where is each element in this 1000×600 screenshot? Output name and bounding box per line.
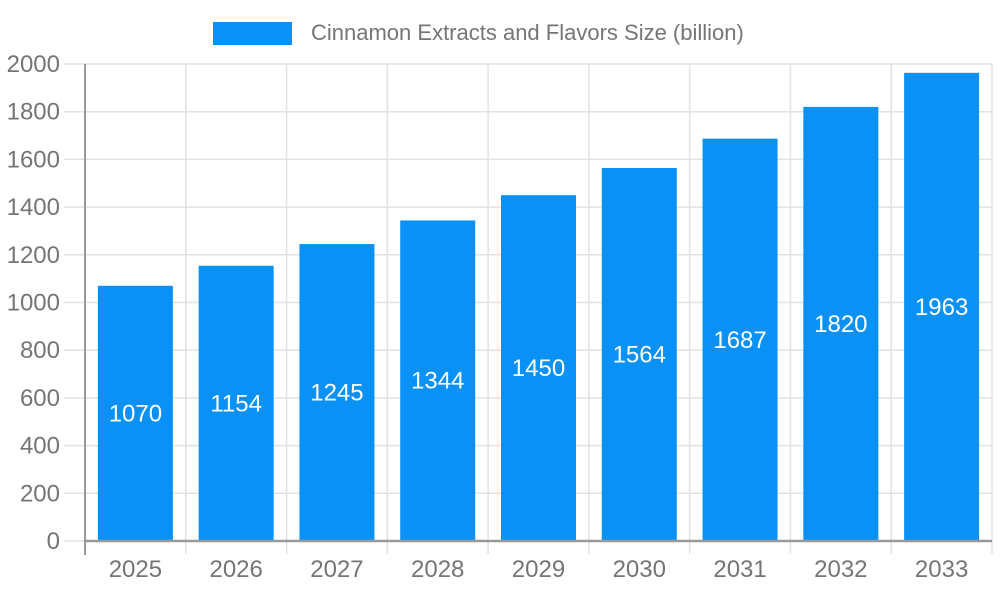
x-tick-label: 2026 — [209, 556, 262, 583]
x-tick-label: 2032 — [814, 556, 867, 583]
x-tick-label: 2025 — [109, 556, 162, 583]
y-tick-label: 200 — [20, 480, 60, 507]
y-tick-label: 1800 — [7, 99, 60, 126]
y-tick-label: 800 — [20, 337, 60, 364]
bar-2028 — [400, 220, 476, 541]
bar-value-label: 1154 — [210, 390, 262, 417]
bar-value-label: 1820 — [814, 311, 867, 338]
x-tick-label: 2031 — [713, 556, 766, 583]
legend-swatch — [213, 21, 292, 45]
y-tick-label: 1200 — [7, 242, 60, 269]
y-tick-label: 400 — [20, 433, 60, 460]
bar-2029 — [501, 195, 576, 542]
bar-value-label: 1450 — [512, 355, 565, 382]
x-tick-label: 2030 — [613, 556, 666, 583]
bar-value-label: 1687 — [713, 327, 766, 354]
x-tick-label: 2029 — [512, 556, 565, 583]
bar-value-label: 1344 — [411, 368, 464, 395]
bar-2025 — [97, 285, 173, 541]
y-tick-label: 0 — [47, 528, 60, 555]
y-tick-label: 600 — [20, 385, 60, 412]
bar-value-label: 1963 — [915, 294, 968, 321]
x-tick-label: 2028 — [411, 556, 464, 583]
bar-2026 — [198, 265, 274, 541]
bar-2027 — [299, 244, 375, 541]
bar-2030 — [601, 167, 677, 541]
bar-value-label: 1564 — [613, 341, 666, 368]
y-tick-label: 1600 — [7, 146, 60, 173]
x-tick-label: 2033 — [915, 556, 968, 583]
bar-value-label: 1070 — [109, 400, 162, 427]
y-tick-label: 2000 — [7, 51, 60, 78]
bar-2031 — [702, 138, 778, 541]
legend-label: Cinnamon Extracts and Flavors Size (bill… — [311, 20, 744, 45]
bar-value-label: 1245 — [310, 380, 363, 407]
bar-2032 — [803, 106, 879, 542]
bar-2033 — [904, 72, 980, 542]
x-tick-label: 2027 — [310, 556, 363, 583]
y-tick-label: 1400 — [7, 194, 60, 221]
legend: Cinnamon Extracts and Flavors Size (bill… — [213, 19, 744, 47]
y-tick-label: 1000 — [7, 290, 60, 317]
